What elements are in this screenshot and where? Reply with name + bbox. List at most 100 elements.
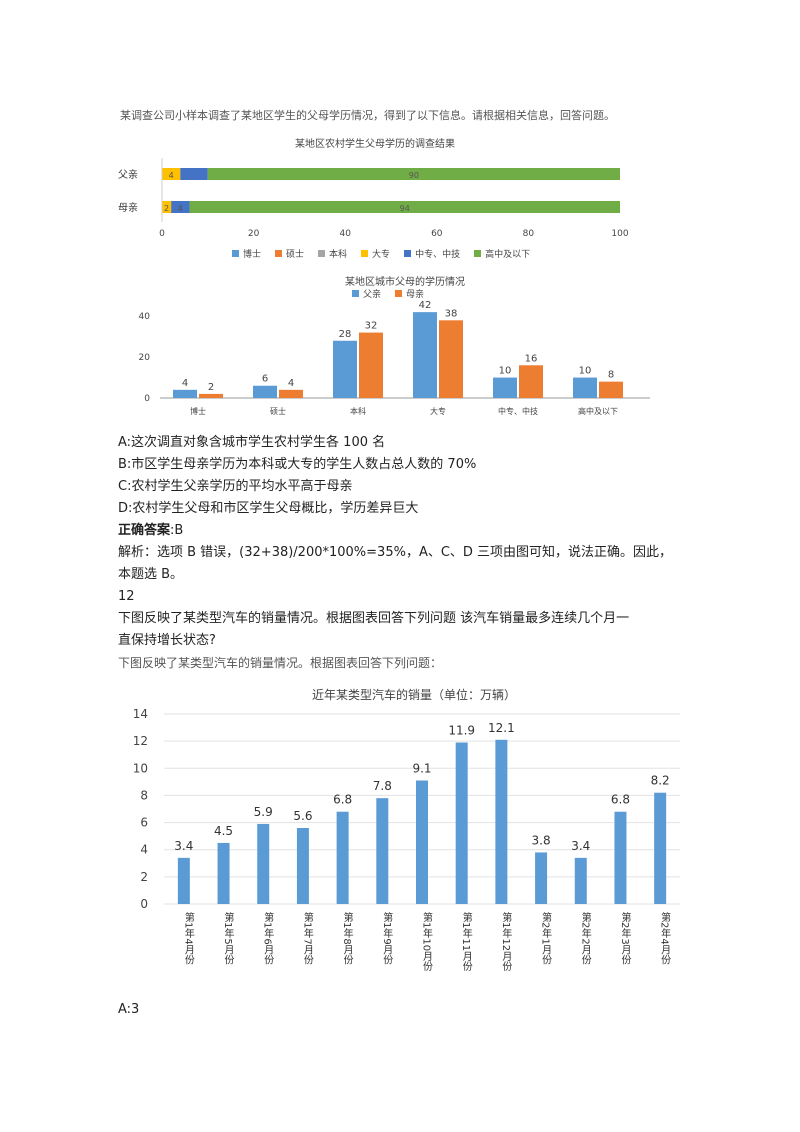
question-text-2: 直保持增长状态? (118, 633, 216, 648)
analysis-line-2: 本题选 B。 (118, 567, 184, 582)
q11-intro: 某调查公司小样本调查了某地区学生的父母学历情况，得到了以下信息。请根据相关信息，… (120, 109, 615, 122)
rural-data-label: 94 (400, 204, 410, 213)
car-bar (177, 857, 190, 904)
urban-bar (493, 377, 517, 398)
car-bar (296, 828, 309, 904)
urban-bar (439, 320, 463, 398)
rural-chart-title: 某地区农村学生父母学历的调查结果 (295, 139, 455, 150)
urban-legend-swatch (395, 290, 403, 297)
urban-bar (199, 393, 223, 398)
car-x-label: 第1年12月份 (500, 911, 512, 972)
car-x-label: 第2年1月份 (540, 911, 552, 966)
urban-data-label: 42 (419, 300, 432, 311)
car-bar (574, 857, 587, 904)
car-y-tick: 6 (140, 816, 148, 830)
urban-bar (599, 381, 623, 398)
car-bar (654, 792, 667, 904)
analysis-line-1: 解析：选项 B 错误，(32+38)/200*100%=35%，A、C、D 三项… (118, 545, 673, 560)
urban-legend-item: 母亲 (395, 287, 424, 300)
urban-bar (333, 340, 357, 398)
urban-category-label: 博士 (190, 406, 206, 416)
car-y-tick: 14 (133, 707, 148, 721)
car-sales-chart: 0 2 4 6 8 10 12 14 3.4 第1年4月份 4.5 第1年5月份 5.9 第1年6月份 5.… (133, 707, 680, 972)
urban-legend-swatch (352, 290, 359, 297)
rural-x-tick: 0 (159, 229, 165, 239)
rural-data-label: 90 (409, 171, 419, 180)
car-y-tick: 8 (140, 788, 148, 802)
car-data-label: 6.8 (611, 793, 630, 807)
car-bar (535, 852, 548, 904)
rural-legend-swatch (275, 250, 283, 257)
rural-legend-label: 大专 (372, 250, 391, 260)
rural-data-label: 4 (169, 171, 174, 180)
urban-data-label: 38 (445, 308, 458, 319)
car-bar (336, 811, 349, 904)
urban-chart-title: 某地区城市父母的学历情况 (345, 277, 465, 288)
urban-category-label: 本科 (350, 406, 366, 416)
urban-data-label: 4 (288, 378, 294, 389)
car-y-tick: 12 (133, 734, 148, 748)
rural-legend-label: 博士 (243, 250, 262, 260)
car-data-label: 3.4 (174, 839, 193, 853)
car-bar (614, 811, 627, 904)
rural-legend-swatch (404, 250, 412, 257)
car-bar (217, 842, 230, 904)
urban-category-label: 硕士 (270, 406, 286, 416)
rural-x-tick: 100 (611, 229, 628, 239)
car-data-label: 11.9 (448, 724, 475, 738)
urban-legend-label: 母亲 (406, 290, 425, 300)
car-y-tick: 0 (140, 897, 148, 911)
car-data-label: 4.5 (214, 824, 233, 838)
urban-data-label: 2 (208, 382, 214, 393)
car-bar (495, 739, 508, 904)
urban-data-label: 10 (579, 366, 592, 377)
rural-x-tick: 20 (248, 229, 260, 239)
car-x-label: 第1年11月份 (460, 911, 472, 972)
car-bar (376, 798, 389, 904)
rural-legend-label: 硕士 (286, 250, 305, 260)
car-x-label: 第2年3月份 (619, 911, 631, 966)
rural-bar-segment (180, 168, 208, 180)
car-sales-chart-title: 近年某类型汽车的销量（单位：万辆） (312, 688, 517, 702)
rural-legend-label: 本科 (329, 250, 348, 260)
urban-category-label: 中专、中技 (498, 406, 538, 416)
urban-y-tick: 40 (139, 312, 151, 322)
car-sales-image-frame (118, 672, 686, 984)
option-b: B:市区学生母亲学历为本科或大专的学生人数占总人数的 70% (118, 457, 477, 472)
urban-bar (519, 365, 543, 398)
car-x-label: 第1年9月份 (381, 911, 393, 966)
rural-legend-item: 大专 (361, 247, 390, 260)
rural-data-label: 2 (164, 204, 169, 213)
car-bar (416, 780, 428, 904)
option-d: D:农村学生父母和市区学生父母概比，学历差异巨大 (118, 501, 419, 516)
car-x-label: 第1年10月份 (421, 911, 433, 972)
urban-category-label: 高中及以下 (578, 406, 618, 416)
urban-data-label: 32 (365, 321, 378, 332)
urban-bar (173, 389, 197, 398)
rural-legend-item: 中专、中技 (404, 247, 460, 260)
rural-data-label: 4 (178, 204, 183, 213)
car-data-label: 5.9 (254, 805, 273, 819)
rural-row-label: 父亲 (118, 168, 138, 181)
urban-legend-item: 父亲 (352, 287, 381, 300)
rural-bar-segment (207, 168, 621, 180)
rural-x-tick: 40 (339, 229, 351, 239)
urban-bar (413, 312, 437, 398)
rural-legend-item: 本科 (318, 247, 347, 260)
rural-legend-swatch (474, 250, 482, 257)
car-data-label: 9.1 (412, 762, 431, 776)
rural-legend-swatch (232, 250, 239, 257)
car-x-label: 第2年2月份 (579, 911, 591, 966)
rural-x-tick: 60 (431, 229, 443, 239)
rural-legend-label: 中专、中技 (415, 250, 461, 260)
rural-bar-segment (162, 201, 172, 213)
car-data-label: 12.1 (488, 721, 515, 735)
q12-image-caption: 下图反映了某类型汽车的销量情况。根据图表回答下列问题： (118, 656, 443, 670)
car-x-label: 第1年4月份 (182, 911, 194, 966)
option-c: C:农村学生父亲学历的平均水平高于母亲 (118, 479, 353, 494)
car-x-label: 第1年6月份 (262, 911, 274, 966)
urban-data-label: 10 (499, 366, 512, 377)
car-x-label: 第1年5月份 (222, 911, 234, 966)
